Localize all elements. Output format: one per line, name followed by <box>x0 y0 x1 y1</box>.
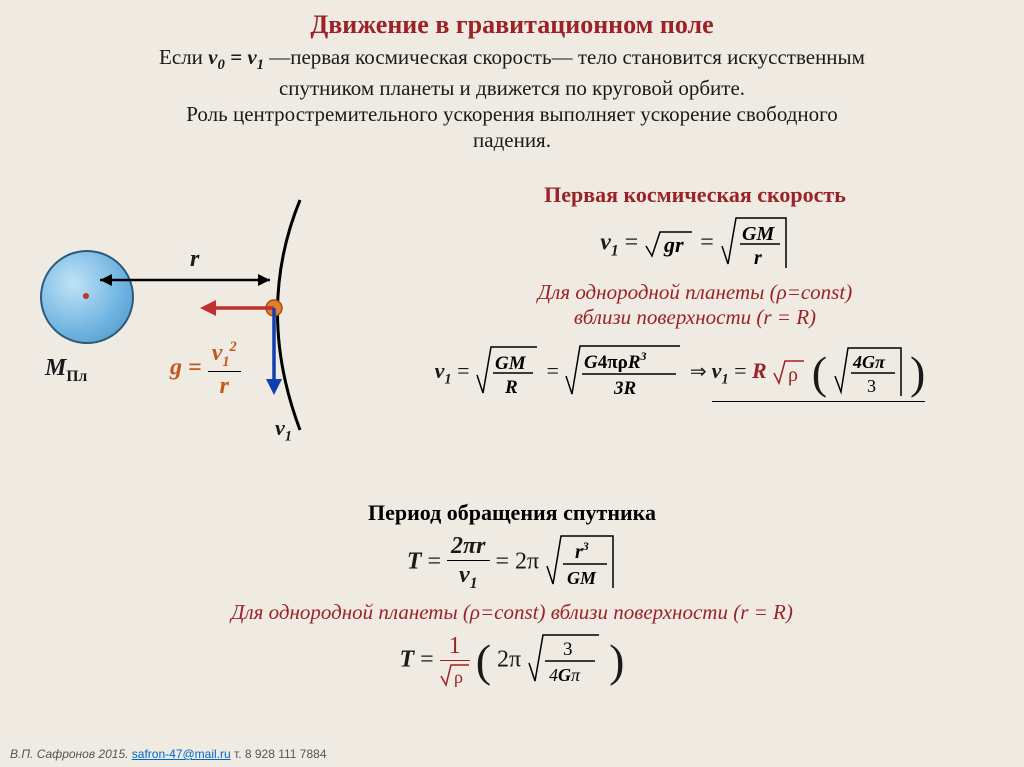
v1-v: v <box>275 415 285 440</box>
intro-1a: Если <box>159 45 208 69</box>
ft-f2den: GM <box>567 568 597 588</box>
fe-f2den: 3R <box>613 378 636 399</box>
ft-T: T <box>407 549 422 575</box>
section1-heading: Первая космическая скорость <box>390 182 1000 208</box>
ft2-T: T <box>400 647 415 673</box>
formula-T2: T = 1 ρ ( 2π 3 4Gπ ) <box>0 633 1024 689</box>
sqrt1-svg: gr <box>644 228 694 260</box>
intro-2: спутником планеты и движется по круговой… <box>279 76 745 100</box>
r-arrow-left <box>100 274 112 286</box>
velocity-arrow-head <box>266 379 282 395</box>
footer-phone: т. 8 928 111 7884 <box>234 747 326 761</box>
g-equation: g = v12 r <box>170 340 241 398</box>
sqrt2-num: GM <box>742 223 775 245</box>
intro-text: Если v0 = v1 —первая космическая скорост… <box>30 44 994 153</box>
sqrt1-text: gr <box>663 232 684 257</box>
intro-eq: = <box>225 45 247 69</box>
fe-f1den: R <box>504 377 518 398</box>
fe-rho: ρ <box>788 364 798 386</box>
fe-eq3: = <box>729 358 752 383</box>
fe-eq2: = <box>546 358 564 383</box>
ft2-rho: ρ <box>454 667 463 687</box>
r-arrow-right <box>258 274 270 286</box>
accel-arrow-head <box>200 300 216 316</box>
intro-4: падения. <box>473 128 551 152</box>
ft2-eq: = <box>414 647 440 673</box>
intro-v1: v <box>247 45 256 69</box>
f-v1-sub: 1 <box>611 242 619 259</box>
ft2-num: 1 <box>440 634 470 661</box>
fe-sqrtrho: ρ <box>772 359 806 387</box>
sqrt2-svg: GM r <box>720 216 790 272</box>
ft2-innum: 3 <box>563 639 573 660</box>
ft-f2num: r <box>575 541 583 563</box>
g-eq-g: g = <box>170 355 208 381</box>
section2-heading: Период обращения спутника <box>0 500 1024 526</box>
formula-v1-expanded: v1 = GM R = G4πρR3 3R ⇒ v1 = R ρ ( 4Gπ <box>360 344 1000 402</box>
fe-sqrt1: GM R <box>475 345 541 401</box>
note1a: Для однородной планеты (ρ=const) <box>538 280 852 304</box>
r-label: r <box>190 246 199 273</box>
v1-label: v1 <box>275 415 292 445</box>
ft-eq: = <box>422 549 448 575</box>
ft2-2pi: 2π <box>497 647 521 673</box>
ft-f2sup: 3 <box>582 539 589 553</box>
f-v1-eq2: = <box>700 230 720 256</box>
fe-inner-sqrt: 4Gπ 3 <box>833 346 905 400</box>
svg-text:G4πρR3: G4πρR3 <box>584 349 647 373</box>
ft-sqrt: r3 GM <box>545 534 617 592</box>
fe-v: v <box>435 358 445 383</box>
sqrt2-den: r <box>754 247 762 269</box>
fe-f2c: R <box>627 352 641 373</box>
intro-1b: —первая космическая скорость— тело стано… <box>264 45 865 69</box>
g-num-sup: 2 <box>230 339 237 355</box>
fe-R: R <box>752 358 767 383</box>
fe-sub2: 1 <box>721 371 728 387</box>
ft2-sqrtrho: ρ <box>440 664 470 688</box>
fe-f2a: G <box>584 352 598 373</box>
fe-f2b: 4πρ <box>598 352 628 373</box>
diagram-svg <box>40 190 360 450</box>
note1: Для однородной планеты (ρ=const) вблизи … <box>390 280 1000 330</box>
intro-sub1: 1 <box>257 57 264 73</box>
intro-sub0: 0 <box>218 57 225 73</box>
fe-sqrt2: G4πρR3 3R <box>564 344 684 402</box>
v1-sub: 1 <box>285 428 292 444</box>
diagram: MПл r g = v12 r v1 <box>40 190 360 430</box>
f-v1-eq: = <box>619 230 645 256</box>
fe-f1num: GM <box>495 353 527 374</box>
intro-3: Роль центростремительного ускорения выпо… <box>186 102 837 126</box>
f-v1-v: v <box>600 230 611 256</box>
footer: В.П. Сафронов 2015. safron-47@mail.ru т.… <box>10 747 327 761</box>
fe-arrow: ⇒ <box>690 361 712 383</box>
fe-v2: v <box>712 358 722 383</box>
ft-eq2: = 2π <box>496 549 540 575</box>
note1b: вблизи поверхности (r = R) <box>574 305 816 329</box>
note2: Для однородной планеты (ρ=const) вблизи … <box>0 600 1024 625</box>
footer-email-link[interactable]: safron-47@mail.ru <box>132 747 231 761</box>
orbit-arc <box>278 200 301 430</box>
ft2-inden: 4Gπ <box>549 665 581 685</box>
g-num-v: v <box>212 340 223 366</box>
svg-text:r3: r3 <box>575 539 589 563</box>
ft2-sqrt: 3 4Gπ <box>527 633 603 689</box>
fe-inden: 3 <box>867 376 876 396</box>
page-title: Движение в гравитационном поле <box>0 0 1024 40</box>
ft-num: 2πr <box>447 534 489 561</box>
g-num-sub: 1 <box>222 354 229 370</box>
fe-sub1: 1 <box>444 371 451 387</box>
fe-eq: = <box>452 358 475 383</box>
period-block: Период обращения спутника T = 2πr v1 = 2… <box>0 500 1024 697</box>
intro-v0: v <box>208 45 217 69</box>
g-den: r <box>208 372 241 398</box>
right-column: Первая космическая скорость v1 = gr = GM… <box>390 182 1000 410</box>
fe-innum: 4Gπ <box>852 352 886 372</box>
formula-T: T = 2πr v1 = 2π r3 GM <box>0 534 1024 592</box>
ft-densub: 1 <box>470 575 478 592</box>
footer-author: В.П. Сафронов 2015. <box>10 747 132 761</box>
fe-f2sup: 3 <box>640 349 647 363</box>
formula-v1: v1 = gr = GM r <box>390 216 1000 272</box>
ft-denv: v <box>459 562 470 588</box>
